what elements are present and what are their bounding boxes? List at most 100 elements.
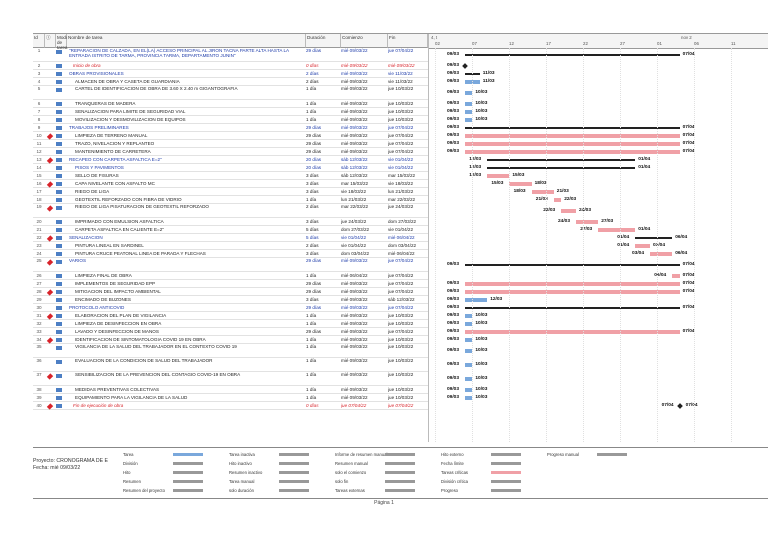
- task-name[interactable]: TRABAJOS PRELIMINARES: [69, 125, 129, 130]
- task-row[interactable]: 27 IMPLEMENTOS DE SEGURIDAD EPP 29 días mié…: [33, 280, 428, 288]
- task-end[interactable]: jue 07/04/22: [388, 305, 414, 310]
- task-name[interactable]: SENSIBILIZACION DE LA PREVENCION DEL CON…: [75, 372, 241, 377]
- task-duration[interactable]: 1 día: [306, 358, 317, 363]
- critical-task-bar[interactable]: [487, 174, 510, 178]
- task-start[interactable]: mié 09/03/22: [341, 109, 368, 114]
- critical-task-bar[interactable]: [531, 190, 554, 194]
- task-name[interactable]: Inicio de obra: [73, 63, 101, 68]
- task-duration[interactable]: 1 día: [306, 337, 317, 342]
- task-end[interactable]: vie 01/04/22: [388, 157, 414, 162]
- task-row[interactable]: 10 LIMPIEZA DE TERRENO MANUAL 29 días mié 0…: [33, 132, 428, 140]
- task-bar[interactable]: [465, 314, 473, 318]
- task-row[interactable]: 6 TRANQUERAS DE MADERA 1 día mié 09/03/22 ju…: [33, 100, 428, 108]
- task-duration[interactable]: 1 día: [306, 395, 317, 400]
- task-start[interactable]: mié 09/03/22: [341, 149, 368, 154]
- task-duration[interactable]: 1 día: [306, 372, 317, 377]
- task-row[interactable]: 8 MOVILIZACION Y DESMOVILIZACION DE EQUIP…: [33, 116, 428, 124]
- task-end[interactable]: dom 27/03/22: [388, 219, 417, 224]
- task-bar[interactable]: [465, 91, 473, 95]
- critical-task-bar[interactable]: [509, 182, 532, 186]
- task-duration[interactable]: 29 días: [306, 305, 322, 310]
- task-duration[interactable]: 29 días: [306, 281, 322, 286]
- task-duration[interactable]: 1 día: [306, 313, 317, 318]
- task-row[interactable]: 4 ALMACEN DE OBRA Y CASETA DE GUARDIANIA 2…: [33, 78, 428, 86]
- summary-bar[interactable]: [465, 307, 680, 309]
- task-bar[interactable]: [465, 349, 473, 353]
- critical-task-bar[interactable]: [465, 282, 680, 286]
- task-duration[interactable]: 29 días: [306, 133, 322, 138]
- critical-task-bar[interactable]: [561, 209, 576, 213]
- critical-task-bar[interactable]: [465, 134, 680, 138]
- task-name[interactable]: SELLO DE FISURAS: [75, 173, 119, 178]
- task-name[interactable]: PISOS Y PAVIMENTOS: [75, 165, 124, 170]
- task-row[interactable]: 29 ENCIMADO DE BUZONES 3 días mié 09/03/22 s…: [33, 296, 428, 304]
- task-bar[interactable]: [465, 338, 473, 342]
- task-end[interactable]: jue 07/04/22: [388, 273, 414, 278]
- task-name[interactable]: TRAZO, NIVELACION Y REPLANTEO: [75, 141, 155, 146]
- task-duration[interactable]: 1 día: [306, 109, 317, 114]
- task-start[interactable]: mié 09/03/22: [341, 344, 368, 349]
- task-name[interactable]: LIMPIEZA FINAL DE OBRA: [75, 273, 132, 278]
- task-row[interactable]: 13 RECAPEO CON CARPETA ASFALTICA E=2" 20 d…: [33, 156, 428, 164]
- task-duration[interactable]: 2 días: [306, 243, 319, 248]
- task-row[interactable]: 14 PISOS Y PAVIMENTOS 20 días sáb 12/03/22 v…: [33, 164, 428, 172]
- task-end[interactable]: jue 10/03/22: [388, 101, 414, 106]
- task-name[interactable]: ELABORACION DEL PLAN DE VIGILANCIA: [75, 313, 167, 318]
- task-start[interactable]: sáb 12/03/22: [341, 157, 368, 162]
- task-start[interactable]: sáb 12/03/22: [341, 165, 368, 170]
- task-duration[interactable]: 3 días: [306, 219, 319, 224]
- task-row[interactable]: 37 SENSIBILIZACION DE LA PREVENCION DEL C…: [33, 372, 428, 386]
- task-end[interactable]: sáb 12/03/22: [388, 297, 415, 302]
- milestone-marker[interactable]: [676, 403, 683, 409]
- task-start[interactable]: lun 21/03/22: [341, 197, 367, 202]
- task-start[interactable]: vie 18/03/22: [341, 189, 367, 194]
- task-start[interactable]: jue 07/04/22: [341, 403, 367, 408]
- task-name[interactable]: Fin de ejecución de obra: [73, 403, 124, 408]
- task-start[interactable]: mié 09/03/22: [341, 125, 368, 130]
- task-bar[interactable]: [465, 377, 473, 381]
- task-duration[interactable]: 0 días: [306, 63, 319, 68]
- task-start[interactable]: mié 09/03/22: [341, 313, 368, 318]
- task-duration[interactable]: 1 día: [306, 344, 317, 349]
- task-bar[interactable]: [465, 363, 473, 367]
- task-start[interactable]: mié 09/03/22: [341, 141, 368, 146]
- task-start[interactable]: mié 09/03/22: [341, 101, 368, 106]
- task-duration[interactable]: 29 días: [306, 141, 322, 146]
- task-end[interactable]: jue 07/04/22: [388, 281, 414, 286]
- task-duration[interactable]: 1 día: [306, 117, 317, 122]
- task-row[interactable]: 18 GEOTEXTIL REFORZADO CON FIBRA DE VIDRI…: [33, 196, 428, 204]
- task-start[interactable]: mié 09/03/22: [341, 372, 368, 377]
- task-name[interactable]: CARPETA ASFALTICA EN CALIENTE E=2": [75, 227, 164, 232]
- task-duration[interactable]: 1 día: [306, 387, 317, 392]
- summary-bar[interactable]: [465, 54, 680, 56]
- task-duration[interactable]: 2 días: [306, 71, 319, 76]
- task-name[interactable]: IMPLEMENTOS DE SEGURIDAD EPP: [75, 281, 156, 286]
- task-name[interactable]: CAPA NIVELANTE CON ASFALTO MC: [75, 181, 155, 186]
- task-name[interactable]: RIEGO DE LIGA: [75, 189, 110, 194]
- task-name[interactable]: LIMPIEZA DE DESINFECCION EN OBRA: [75, 321, 162, 326]
- task-name[interactable]: LIMPIEZA DE TERRENO MANUAL: [75, 133, 148, 138]
- task-bar[interactable]: [465, 298, 488, 302]
- critical-task-bar[interactable]: [672, 274, 680, 278]
- task-name[interactable]: LAVADO Y DESINFECCION DE MANOS: [75, 329, 159, 334]
- task-duration[interactable]: 20 días: [306, 157, 322, 162]
- task-name[interactable]: MEDIDAS PREVENTIVAS COLECTIVAS: [75, 387, 160, 392]
- task-start[interactable]: mié 09/03/22: [341, 48, 368, 53]
- task-bar[interactable]: [465, 388, 473, 392]
- task-end[interactable]: lun 21/03/22: [388, 189, 414, 194]
- task-start[interactable]: mié 09/03/22: [341, 358, 368, 363]
- task-start[interactable]: mié 09/03/22: [341, 86, 368, 91]
- task-start[interactable]: jue 24/03/22: [341, 219, 367, 224]
- task-name[interactable]: VARIOS: [69, 258, 87, 263]
- task-name[interactable]: PROTOCOLO ANTICOVID: [69, 305, 125, 310]
- task-start[interactable]: mié 09/03/22: [341, 63, 368, 68]
- task-start[interactable]: dom 27/03/22: [341, 227, 370, 232]
- task-start[interactable]: mié 09/03/22: [341, 395, 368, 400]
- task-start[interactable]: mar 15/03/22: [341, 181, 369, 186]
- task-row[interactable]: 12 MANTENIMIENTO DE CARRETERA 29 días mié 0…: [33, 148, 428, 156]
- task-end[interactable]: jue 10/03/22: [388, 321, 414, 326]
- task-duration[interactable]: 1 día: [306, 273, 317, 278]
- summary-bar[interactable]: [635, 237, 673, 239]
- task-start[interactable]: vie 01/04/22: [341, 243, 367, 248]
- critical-task-bar[interactable]: [598, 228, 636, 232]
